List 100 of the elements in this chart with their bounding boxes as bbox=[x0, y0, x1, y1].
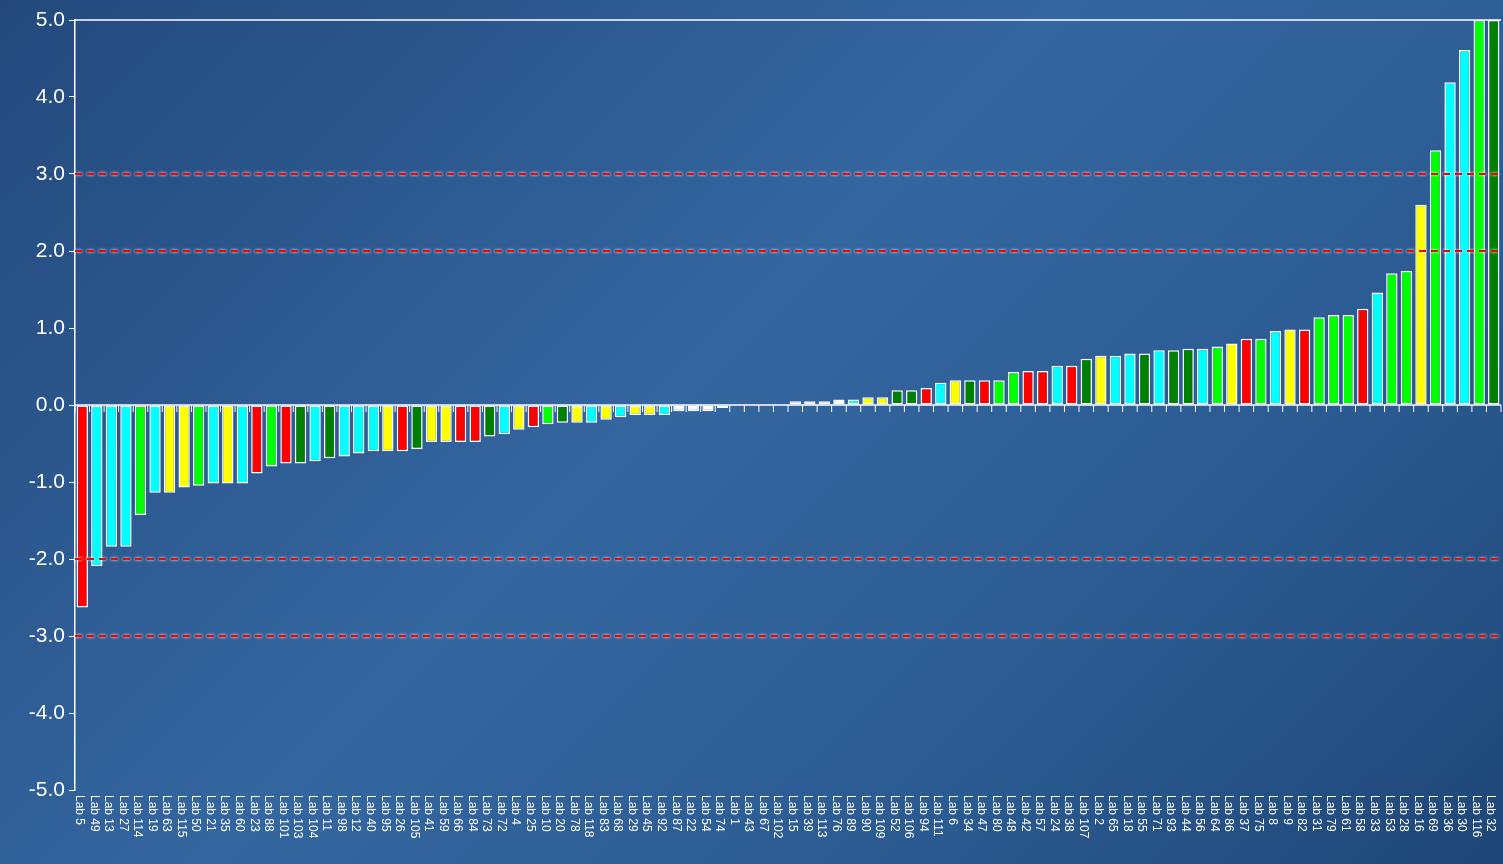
x-tick-label: Lab 87 bbox=[669, 795, 684, 833]
x-tick-label: Lab 21 bbox=[203, 795, 218, 833]
x-tick-label: Lab 68 bbox=[611, 795, 626, 833]
x-tick-label: Lab 63 bbox=[160, 795, 175, 833]
x-tick-label: Lab 89 bbox=[844, 795, 859, 833]
x-tick-label: Lab 116 bbox=[1469, 795, 1484, 838]
x-tick-label: Lab 34 bbox=[960, 795, 975, 833]
x-tick-label: Lab 9 bbox=[1280, 795, 1295, 826]
x-tick-label: Lab 5 bbox=[72, 795, 87, 826]
x-tick-label: Lab 93 bbox=[1164, 795, 1179, 833]
x-tick-label: Lab 2 bbox=[1091, 795, 1106, 826]
x-tick-label: Lab 25 bbox=[524, 795, 539, 833]
y-tick-label: 2.0 bbox=[35, 237, 65, 261]
x-tick-label: Lab 55 bbox=[1135, 795, 1150, 833]
x-tick-label: Lab 90 bbox=[858, 795, 873, 833]
x-tick-label: Lab 114 bbox=[131, 795, 146, 838]
x-tick-label: Lab 41 bbox=[422, 795, 437, 833]
y-tick-label: 4.0 bbox=[35, 83, 65, 107]
x-tick-label: Lab 30 bbox=[1455, 795, 1470, 833]
x-tick-label: Lab 94 bbox=[916, 795, 931, 833]
x-tick-label: Lab 64 bbox=[1207, 795, 1222, 833]
x-tick-label: Lab 8 bbox=[1266, 795, 1281, 826]
x-tick-label: Lab 105 bbox=[407, 795, 422, 839]
x-tick-label: Lab 43 bbox=[742, 795, 757, 833]
x-tick-label: Lab 88 bbox=[262, 795, 277, 833]
x-tick-label: Lab 35 bbox=[218, 795, 233, 833]
y-tick-label: 3.0 bbox=[35, 160, 65, 184]
x-tick-label: Lab 95 bbox=[378, 795, 393, 833]
x-tick-label: Lab 16 bbox=[1411, 795, 1426, 833]
x-tick-label: Lab 11 bbox=[320, 795, 335, 832]
x-tick-label: Lab 32 bbox=[1484, 795, 1499, 833]
x-tick-label: Lab 38 bbox=[1062, 795, 1077, 833]
x-tick-label: Lab 86 bbox=[1222, 795, 1237, 833]
x-tick-label: Lab 44 bbox=[1178, 795, 1193, 833]
x-tick-label: Lab 65 bbox=[1106, 795, 1121, 833]
x-tick-label: Lab 83 bbox=[596, 795, 611, 833]
x-tick-label: Lab 48 bbox=[1004, 795, 1019, 833]
y-tick-label: -3.0 bbox=[28, 622, 65, 646]
x-tick-label: Lab 36 bbox=[1440, 795, 1455, 833]
x-tick-label: Lab 18 bbox=[1120, 795, 1135, 833]
x-tick-label: Lab 74 bbox=[713, 795, 728, 833]
x-tick-label: Lab 92 bbox=[655, 795, 669, 833]
x-tick-label: Lab 31 bbox=[1309, 795, 1324, 833]
x-tick-label: Lab 109 bbox=[873, 795, 888, 839]
x-tick-label: Lab 61 bbox=[1338, 795, 1353, 833]
x-tick-label: Lab 113 bbox=[815, 795, 830, 838]
x-tick-label: Lab 50 bbox=[189, 795, 204, 833]
x-tick-label: Lab 98 bbox=[334, 795, 349, 833]
x-tick-label: Lab 10 bbox=[538, 795, 553, 833]
x-tick-label: Lab 39 bbox=[800, 795, 815, 833]
x-tick-label: Lab 58 bbox=[1353, 795, 1368, 833]
x-tick-label: Lab 20 bbox=[553, 795, 568, 833]
y-tick-label: 5.0 bbox=[35, 6, 65, 30]
x-tick-label: Lab 115 bbox=[174, 795, 189, 838]
x-tick-label: Lab 111 bbox=[931, 795, 946, 837]
x-tick-label: Lab 28 bbox=[1397, 795, 1412, 833]
x-tick-label: Lab 60 bbox=[233, 795, 248, 833]
x-tick-label: Lab 40 bbox=[363, 795, 378, 833]
x-tick-label: Lab 67 bbox=[756, 795, 771, 833]
x-tick-label: Lab 73 bbox=[480, 795, 495, 833]
y-tick-label: -4.0 bbox=[28, 699, 65, 723]
y-tick-label: -1.0 bbox=[28, 468, 65, 492]
x-tick-label: Lab 6 bbox=[946, 795, 961, 826]
x-tick-label: Lab 27 bbox=[116, 795, 131, 833]
x-tick-label: Lab 66 bbox=[451, 795, 466, 833]
x-tick-label: Lab 49 bbox=[87, 795, 102, 833]
x-tick-label: Lab 53 bbox=[1382, 795, 1397, 833]
x-tick-label: Lab 57 bbox=[1033, 795, 1048, 833]
x-tick-label: Lab 54 bbox=[698, 795, 713, 833]
x-tick-label: Lab 56 bbox=[1193, 795, 1208, 833]
x-tick-label: Lab 103 bbox=[291, 795, 306, 839]
x-tick-label: Lab 80 bbox=[989, 795, 1004, 833]
x-tick-label: Lab 79 bbox=[1324, 795, 1339, 833]
x-tick-label: Lab 42 bbox=[1018, 795, 1033, 833]
x-tick-label: Lab 4 bbox=[509, 795, 524, 826]
y-tick-label: -2.0 bbox=[28, 545, 65, 569]
x-tick-label: Lab 26 bbox=[393, 795, 408, 833]
x-tick-label: Lab 101 bbox=[276, 795, 291, 839]
x-tick-label: Lab 15 bbox=[785, 795, 800, 833]
x-tick-label: Lab 29 bbox=[625, 795, 640, 833]
x-tick-label: Lab 118 bbox=[582, 795, 597, 838]
x-tick-label: Lab 33 bbox=[1368, 795, 1382, 833]
x-tick-label: Lab 52 bbox=[887, 795, 902, 833]
x-tick-label: Lab 69 bbox=[1426, 795, 1441, 833]
x-tick-label: Lab 22 bbox=[684, 795, 699, 833]
x-tick-label: Lab 102 bbox=[771, 795, 786, 839]
x-tick-label: Lab 78 bbox=[567, 795, 582, 833]
x-tick-label: Lab 23 bbox=[247, 795, 262, 833]
x-tick-label: Lab 106 bbox=[902, 795, 917, 839]
x-tick-label: Lab 24 bbox=[1047, 795, 1062, 833]
x-tick-label: Lab 107 bbox=[1076, 795, 1091, 839]
x-tick-label: Lab 75 bbox=[1251, 795, 1266, 833]
x-tick-label: Lab 82 bbox=[1295, 795, 1310, 833]
y-tick-label: -5.0 bbox=[28, 776, 65, 800]
y-tick-label: 0.0 bbox=[35, 391, 65, 415]
x-tick-label: Lab 13 bbox=[102, 795, 117, 833]
x-tick-label: Lab 84 bbox=[465, 795, 480, 833]
x-tick-label: Lab 72 bbox=[494, 795, 509, 833]
y-tick-label: 1.0 bbox=[35, 314, 65, 338]
x-tick-label: Lab 1 bbox=[727, 795, 742, 826]
